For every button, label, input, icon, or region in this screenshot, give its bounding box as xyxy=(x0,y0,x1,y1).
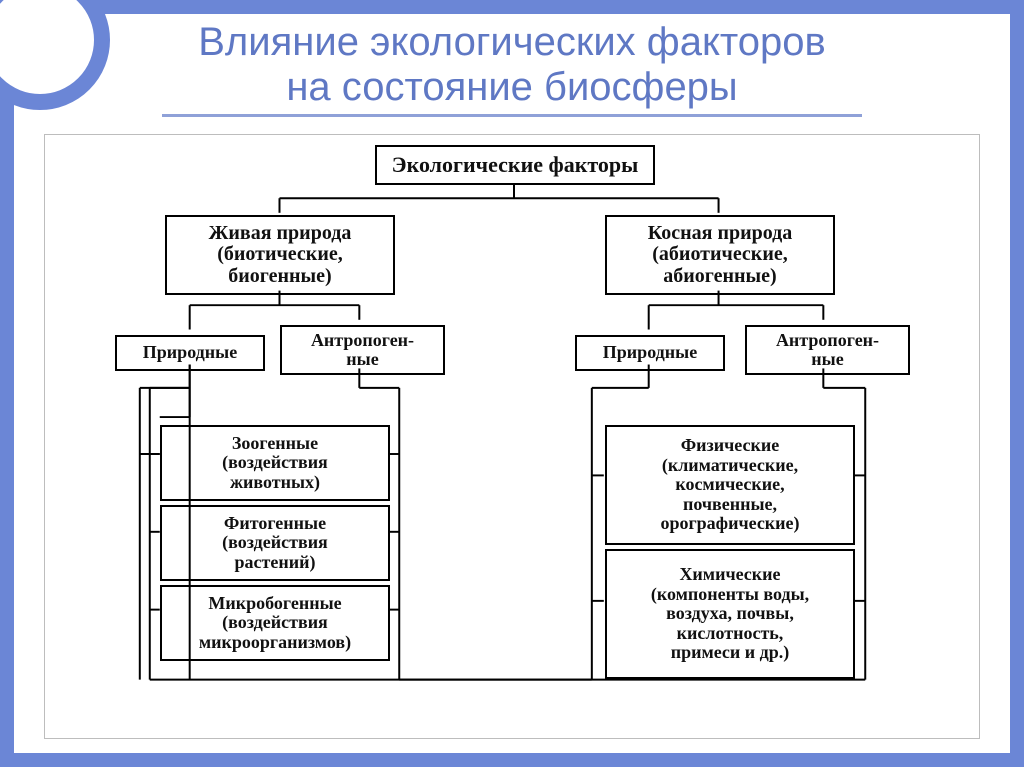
title-text: Влияние экологических факторов на состоя… xyxy=(74,20,950,110)
node-live-natural: Природные xyxy=(115,335,265,371)
slide-inner: Влияние экологических факторов на состоя… xyxy=(14,14,1010,753)
node-living-nature: Живая природа (биотические, биогенные) xyxy=(165,215,395,295)
title-underline xyxy=(162,114,862,117)
slide-background: Влияние экологических факторов на состоя… xyxy=(0,0,1024,767)
ecological-factors-diagram: Экологические факторы Живая природа (био… xyxy=(44,134,980,739)
node-phytogenic: Фитогенные (воздействия растений) xyxy=(160,505,390,581)
node-live-anthropogenic: Антропоген- ные xyxy=(280,325,445,375)
node-root: Экологические факторы xyxy=(375,145,655,185)
node-microbogenic: Микробогенные (воздействия микроорганизм… xyxy=(160,585,390,661)
title-area: Влияние экологических факторов на состоя… xyxy=(14,14,1010,117)
node-inert-anthropogenic: Антропоген- ные xyxy=(745,325,910,375)
title-line-1: Влияние экологических факторов xyxy=(198,20,826,64)
node-inert-natural: Природные xyxy=(575,335,725,371)
title-line-2: на состояние биосферы xyxy=(286,65,737,109)
node-chemical: Химические (компоненты воды, воздуха, по… xyxy=(605,549,855,679)
node-zoogenic: Зоогенные (воздействия животных) xyxy=(160,425,390,501)
node-physical: Физические (климатические, космические, … xyxy=(605,425,855,545)
node-inert-nature: Косная природа (абиотические, абиогенные… xyxy=(605,215,835,295)
